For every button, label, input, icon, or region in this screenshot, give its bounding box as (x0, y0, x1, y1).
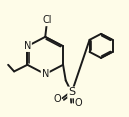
Text: N: N (24, 41, 31, 51)
Text: S: S (68, 88, 75, 97)
Text: Cl: Cl (42, 15, 52, 25)
Text: N: N (42, 69, 49, 79)
Text: O: O (53, 94, 61, 104)
Text: O: O (75, 98, 82, 108)
